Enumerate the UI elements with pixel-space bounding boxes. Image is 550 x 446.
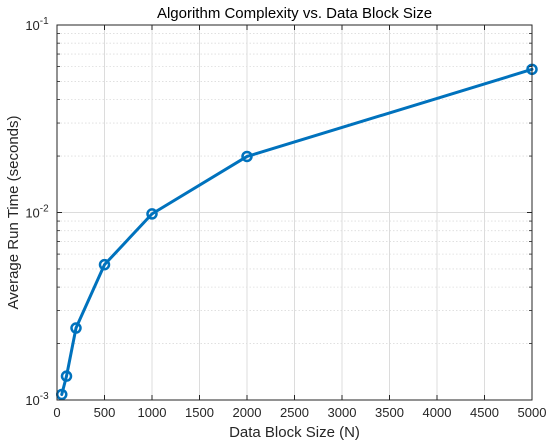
y-tick-exponent: -1	[40, 16, 49, 27]
y-tick-label: 10-3	[25, 391, 49, 408]
x-tick-label: 4000	[423, 405, 452, 420]
x-tick-label: 2500	[280, 405, 309, 420]
data-point	[146, 208, 158, 220]
x-tick-label: 3000	[328, 405, 357, 420]
data-point	[70, 322, 82, 334]
x-tick-label: 1500	[185, 405, 214, 420]
chart-title: Algorithm Complexity vs. Data Block Size	[157, 5, 432, 22]
data-point	[60, 370, 73, 382]
data-point	[98, 258, 111, 271]
y-tick-label: 10-1	[25, 16, 49, 33]
y-tick-labels: 10-310-210-1	[25, 16, 49, 408]
tick-marks	[56, 24, 533, 401]
y-axis-label: Average Run Time (seconds)	[5, 116, 22, 310]
series-layer	[56, 63, 538, 401]
y-tick-exponent: -3	[40, 391, 49, 402]
x-tick-label: 0	[53, 405, 60, 420]
x-tick-label: 2000	[233, 405, 262, 420]
y-tick-base: 10	[25, 393, 39, 408]
x-tick-label: 4500	[470, 405, 499, 420]
x-tick-label: 5000	[518, 405, 547, 420]
y-tick-base: 10	[25, 18, 39, 33]
x-tick-label: 1000	[138, 405, 167, 420]
data-point	[241, 150, 253, 163]
x-axis-label: Data Block Size (N)	[229, 424, 360, 441]
x-tick-labels: 0 500 1000 1500 2000 2500 3000 3500 4000 4500 5000	[53, 405, 546, 420]
y-tick-label: 10-2	[25, 204, 49, 221]
minor-grid	[57, 33, 532, 344]
series-line	[60, 67, 534, 396]
y-tick-base: 10	[25, 206, 39, 221]
x-tick-label: 500	[94, 405, 116, 420]
y-tick-exponent: -2	[40, 204, 49, 215]
x-tick-label: 3500	[375, 405, 404, 420]
